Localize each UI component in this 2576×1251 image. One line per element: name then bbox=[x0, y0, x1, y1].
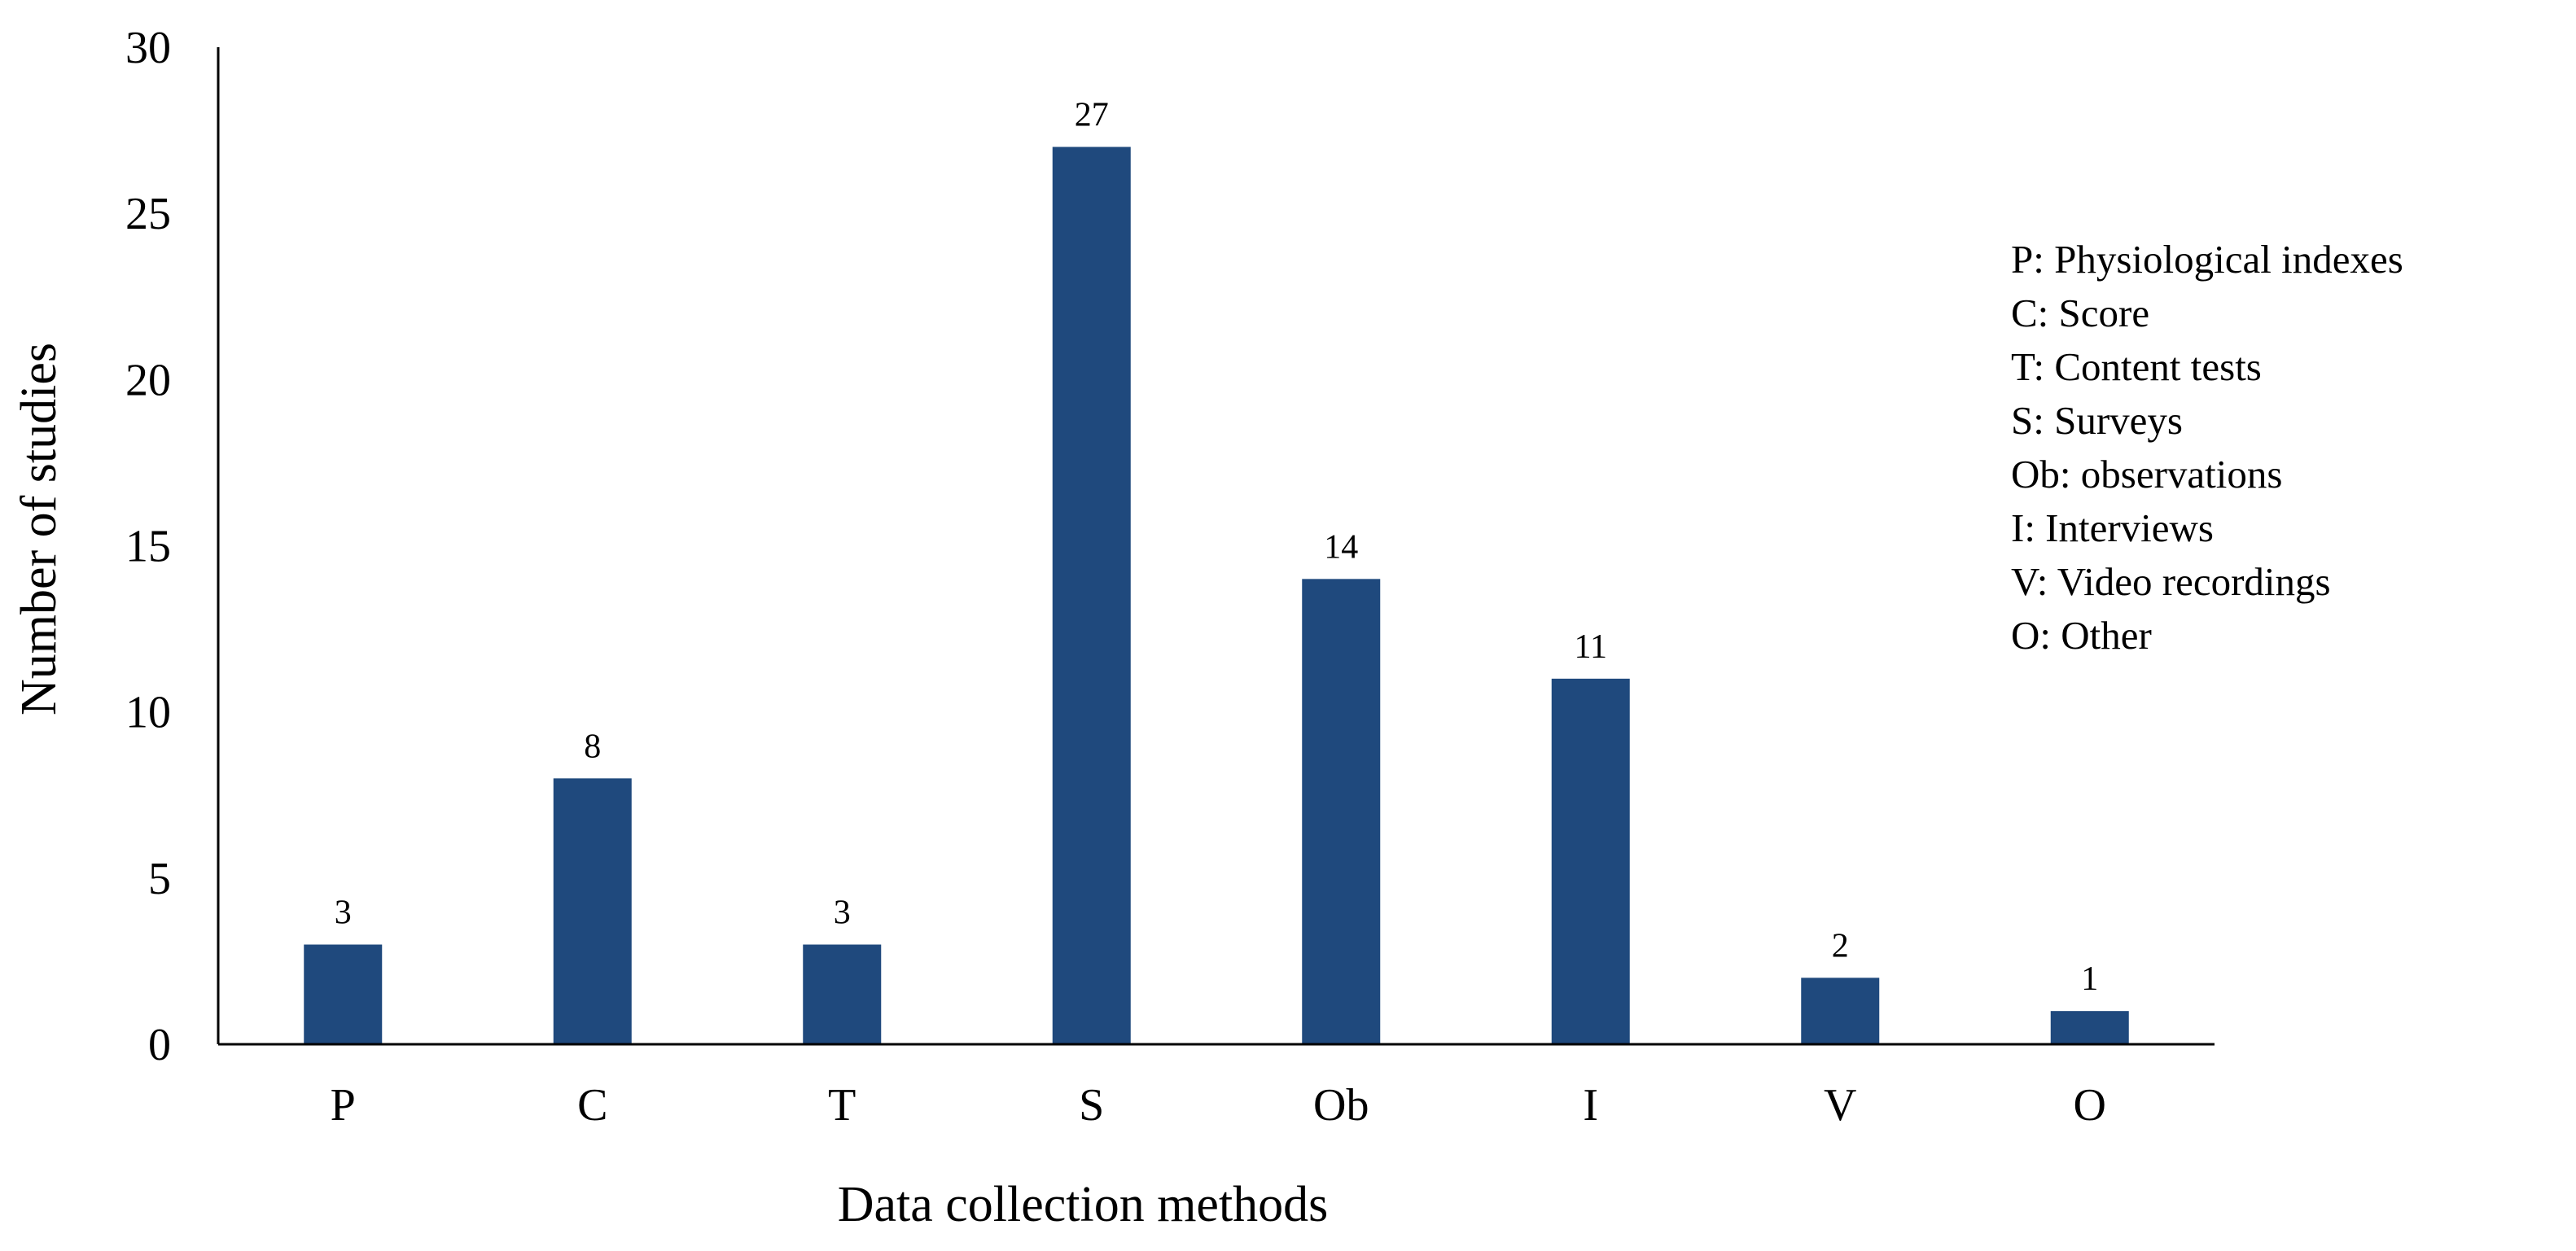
y-tick-label: 25 bbox=[125, 189, 171, 239]
bar-t bbox=[803, 944, 882, 1044]
bar-o bbox=[2050, 1011, 2129, 1044]
bar-p bbox=[304, 944, 383, 1044]
data-label-o: 1 bbox=[2081, 960, 2098, 998]
data-labels-layer: 3 8 3 27 14 11 2 1 bbox=[335, 97, 2099, 999]
y-axis-title: Number of studies bbox=[11, 343, 67, 715]
x-tick-labels: P C T S Ob I V O bbox=[331, 1080, 2106, 1131]
data-label-t: 3 bbox=[834, 895, 851, 932]
x-tick-label-s: S bbox=[1079, 1080, 1104, 1131]
legend-entry: I: Interviews bbox=[2011, 505, 2214, 550]
legend-entry: O: Other bbox=[2011, 613, 2152, 658]
bar-v bbox=[1801, 978, 1880, 1044]
bars-layer bbox=[304, 147, 2129, 1044]
data-label-s: 27 bbox=[1075, 97, 1109, 134]
bar-s bbox=[1052, 147, 1131, 1044]
data-label-c: 8 bbox=[584, 728, 601, 765]
y-tick-label: 30 bbox=[125, 23, 171, 73]
y-tick-labels: 0 5 10 15 20 25 30 bbox=[125, 23, 171, 1070]
x-axis-title: Data collection methods bbox=[838, 1177, 1329, 1232]
legend-entry: S: Surveys bbox=[2011, 398, 2183, 443]
bar-i bbox=[1551, 678, 1630, 1044]
data-label-ob: 14 bbox=[1324, 528, 1358, 566]
x-tick-label-o: O bbox=[2074, 1080, 2106, 1131]
x-tick-label-ob: Ob bbox=[1313, 1080, 1369, 1131]
x-tick-label-t: T bbox=[828, 1080, 856, 1131]
legend: P: Physiological indexes C: Score T: Conte… bbox=[2011, 237, 2403, 658]
data-label-p: 3 bbox=[335, 895, 352, 932]
x-tick-label-i: I bbox=[1583, 1080, 1598, 1131]
legend-entry: V: Video recordings bbox=[2011, 559, 2331, 604]
y-tick-label: 5 bbox=[148, 854, 171, 904]
y-tick-label: 15 bbox=[125, 522, 171, 572]
data-label-v: 2 bbox=[1832, 927, 1849, 964]
bar-c bbox=[553, 778, 632, 1044]
y-tick-label: 20 bbox=[125, 355, 171, 405]
data-label-i: 11 bbox=[1575, 628, 1607, 666]
legend-entry: Ob: observations bbox=[2011, 452, 2282, 496]
x-tick-label-c: C bbox=[577, 1080, 607, 1131]
y-tick-label: 0 bbox=[148, 1020, 171, 1070]
x-tick-label-v: V bbox=[1824, 1080, 1856, 1131]
bar-ob bbox=[1302, 579, 1381, 1044]
legend-entry: T: Content tests bbox=[2011, 344, 2262, 389]
x-tick-label-p: P bbox=[331, 1080, 356, 1131]
legend-entry: C: Score bbox=[2011, 291, 2149, 335]
y-tick-label: 10 bbox=[125, 688, 171, 738]
legend-entry: P: Physiological indexes bbox=[2011, 237, 2403, 282]
